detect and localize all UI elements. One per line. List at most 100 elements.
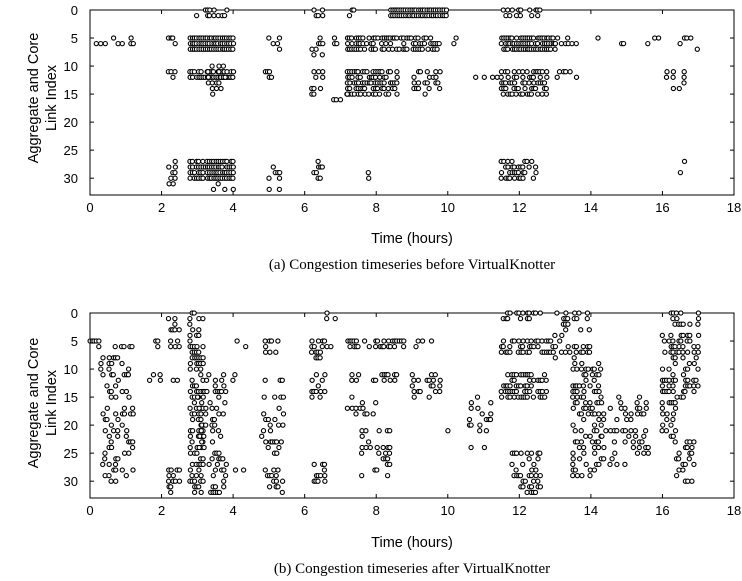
congestion-point bbox=[385, 372, 391, 378]
congestion-point bbox=[200, 394, 206, 400]
congestion-point bbox=[468, 422, 474, 428]
congestion-point bbox=[276, 444, 282, 451]
x-tick-label: 12 bbox=[512, 200, 526, 215]
congestion-point bbox=[113, 467, 119, 473]
y-ticks: 0 5 10 15 20 25 30 bbox=[64, 3, 734, 186]
congestion-point bbox=[376, 450, 382, 456]
congestion-point bbox=[209, 405, 215, 411]
congestion-point bbox=[193, 366, 200, 372]
congestion-point bbox=[596, 461, 602, 468]
congestion-point bbox=[691, 360, 697, 367]
congestion-point bbox=[198, 428, 204, 434]
congestion-point bbox=[168, 175, 174, 181]
congestion-point bbox=[694, 46, 700, 52]
congestion-point bbox=[275, 338, 281, 344]
congestion-point bbox=[603, 428, 609, 434]
congestion-point bbox=[664, 69, 670, 75]
congestion-point bbox=[334, 40, 340, 47]
congestion-point bbox=[355, 343, 361, 350]
congestion-point bbox=[680, 343, 686, 350]
congestion-point bbox=[524, 383, 530, 389]
congestion-point bbox=[276, 405, 282, 411]
congestion-point bbox=[505, 69, 511, 75]
congestion-point bbox=[267, 428, 274, 434]
congestion-point bbox=[565, 321, 571, 327]
congestion-point bbox=[210, 69, 217, 75]
congestion-point bbox=[196, 332, 202, 339]
congestion-point bbox=[637, 405, 643, 411]
congestion-point bbox=[191, 411, 198, 417]
congestion-point bbox=[662, 349, 668, 355]
congestion-point bbox=[533, 467, 539, 473]
congestion-point bbox=[537, 7, 543, 13]
congestion-point bbox=[359, 400, 366, 406]
congestion-point bbox=[427, 35, 434, 41]
congestion-point bbox=[311, 91, 317, 97]
congestion-point bbox=[125, 366, 132, 372]
congestion-point bbox=[100, 355, 106, 361]
congestion-point bbox=[313, 388, 319, 395]
congestion-point bbox=[172, 169, 178, 176]
congestion-point bbox=[558, 40, 565, 47]
x-ticks: 0 2 4 6 8 10 12 14 16 18 bbox=[86, 313, 741, 518]
congestion-point bbox=[596, 360, 602, 367]
congestion-point bbox=[262, 467, 268, 473]
congestion-point bbox=[524, 394, 530, 400]
congestion-point bbox=[220, 456, 226, 462]
congestion-point bbox=[668, 422, 674, 428]
congestion-point bbox=[211, 12, 217, 19]
congestion-point bbox=[686, 456, 692, 462]
congestion-point bbox=[534, 40, 541, 47]
congestion-point bbox=[500, 7, 506, 13]
congestion-point bbox=[373, 400, 379, 406]
congestion-point bbox=[674, 315, 680, 322]
congestion-point bbox=[115, 433, 121, 439]
congestion-point bbox=[311, 461, 317, 468]
congestion-point bbox=[387, 428, 393, 434]
congestion-point bbox=[570, 422, 576, 428]
congestion-point bbox=[193, 383, 200, 389]
congestion-point bbox=[672, 405, 679, 411]
congestion-point bbox=[337, 97, 344, 103]
congestion-point bbox=[384, 472, 391, 479]
congestion-point bbox=[530, 478, 537, 484]
congestion-point bbox=[187, 433, 194, 439]
data-points bbox=[93, 7, 700, 193]
congestion-point bbox=[586, 327, 592, 333]
congestion-point bbox=[572, 360, 578, 367]
congestion-point bbox=[230, 169, 236, 176]
x-tick-label: 18 bbox=[727, 503, 741, 518]
congestion-point bbox=[574, 366, 580, 372]
congestion-point bbox=[126, 450, 132, 456]
x-tick-label: 6 bbox=[301, 200, 308, 215]
congestion-point bbox=[196, 484, 202, 490]
congestion-point bbox=[366, 35, 372, 41]
congestion-point bbox=[230, 74, 236, 80]
congestion-point bbox=[198, 366, 204, 372]
congestion-point bbox=[663, 74, 670, 80]
congestion-point bbox=[468, 400, 475, 406]
congestion-point bbox=[130, 411, 136, 417]
congestion-point bbox=[571, 355, 577, 361]
congestion-point bbox=[309, 377, 315, 383]
congestion-point bbox=[191, 310, 197, 316]
congestion-point bbox=[533, 169, 539, 176]
congestion-point bbox=[426, 394, 432, 400]
congestion-point bbox=[488, 400, 494, 406]
congestion-point bbox=[115, 40, 121, 47]
congestion-point bbox=[170, 35, 176, 41]
congestion-point bbox=[199, 400, 205, 406]
congestion-point bbox=[609, 456, 615, 462]
congestion-point bbox=[517, 12, 524, 19]
congestion-point bbox=[580, 349, 586, 355]
congestion-point bbox=[364, 69, 370, 75]
data-points bbox=[87, 310, 702, 496]
congestion-point bbox=[353, 411, 359, 417]
congestion-point bbox=[570, 450, 576, 456]
congestion-point bbox=[200, 461, 206, 468]
y-tick-label: 25 bbox=[64, 143, 78, 158]
congestion-point bbox=[100, 461, 106, 468]
congestion-point bbox=[166, 472, 172, 479]
congestion-point bbox=[672, 355, 678, 361]
congestion-point bbox=[217, 433, 224, 439]
